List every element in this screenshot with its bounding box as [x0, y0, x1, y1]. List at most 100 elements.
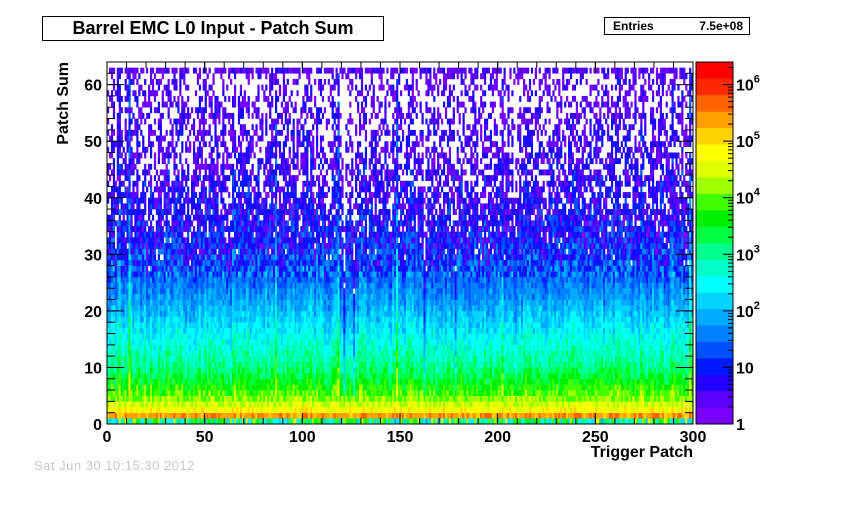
heatmap-cell-run — [230, 282, 233, 289]
heatmap-cell-run — [327, 310, 330, 323]
heatmap-cell-run — [159, 350, 162, 357]
heatmap-cell-run — [206, 322, 209, 329]
heatmap-cell-run — [333, 78, 336, 85]
heatmap-cell-run — [255, 395, 258, 402]
heatmap-cell-run — [224, 95, 227, 102]
heatmap-cell-run — [144, 407, 147, 413]
heatmap-cell-run — [187, 310, 190, 317]
heatmap-cell-run — [167, 78, 170, 91]
heatmap-cell-run — [179, 299, 182, 312]
heatmap-cell-run — [189, 141, 192, 148]
heatmap-cell-run — [218, 299, 221, 323]
heatmap-cell-run — [187, 118, 190, 125]
heatmap-cell-run — [317, 220, 321, 227]
heatmap-cell-run — [136, 407, 139, 413]
heatmap-cell-run — [276, 333, 280, 340]
heatmap-cell-run — [276, 95, 280, 102]
heatmap-cell-run — [298, 197, 301, 204]
heatmap-cell-run — [142, 322, 145, 329]
heatmap-cell-run — [247, 344, 250, 351]
heatmap-cell-run — [362, 327, 366, 334]
heatmap-cell-run — [335, 226, 338, 232]
heatmap-cell-run — [333, 84, 336, 91]
heatmap-cell-run — [220, 192, 223, 198]
heatmap-cell-run — [157, 78, 160, 85]
heatmap-cell-run — [333, 214, 336, 221]
heatmap-cell-run — [149, 373, 153, 379]
heatmap-cell-run — [208, 84, 211, 91]
heatmap-cell-run — [128, 276, 131, 283]
heatmap-cell-run — [314, 180, 317, 187]
heatmap-cell-run — [290, 322, 293, 334]
heatmap-cell-run — [362, 271, 366, 278]
heatmap-cell-run — [233, 180, 237, 193]
heatmap-cell-run — [167, 259, 170, 266]
heatmap-cell-run — [220, 214, 223, 221]
heatmap-cell-run — [198, 101, 202, 114]
heatmap-cell-run — [181, 333, 184, 340]
heatmap-cell-run — [331, 401, 334, 408]
heatmap-cell-run — [235, 259, 239, 266]
heatmap-cell-run — [282, 259, 285, 266]
heatmap-cell-run — [163, 310, 166, 317]
heatmap-cell-run — [212, 118, 215, 125]
heatmap-cell-run — [282, 73, 285, 80]
heatmap-cell-run — [329, 293, 332, 312]
heatmap-cell-run — [202, 367, 205, 374]
heatmap-cell-run — [294, 265, 297, 272]
heatmap-cell-run — [358, 276, 362, 283]
heatmap-cell-run — [130, 163, 133, 170]
heatmap-cell-run — [222, 259, 225, 272]
heatmap-cell-run — [198, 293, 202, 300]
heatmap-cell-run — [232, 226, 235, 232]
heatmap-cell-run — [128, 418, 131, 425]
heatmap-cell-run — [146, 237, 149, 244]
heatmap-cell-run — [161, 361, 164, 374]
heatmap-cell-run — [247, 146, 250, 153]
heatmap-cell-run — [331, 248, 334, 255]
heatmap-cell-run — [339, 299, 342, 317]
heatmap-cell-run — [239, 418, 243, 425]
heatmap-cell-run — [329, 163, 332, 170]
heatmap-cell-run — [319, 288, 323, 295]
heatmap-cell-run — [108, 226, 112, 232]
heatmap-cell-run — [271, 124, 274, 142]
heatmap-cell-run — [148, 124, 151, 131]
heatmap-cell-run — [185, 373, 188, 379]
heatmap-cell-run — [202, 84, 205, 91]
heatmap-cell-run — [274, 305, 278, 323]
heatmap-cell-run — [288, 384, 291, 396]
heatmap-cell-run — [269, 305, 272, 312]
heatmap-cell-run — [308, 373, 311, 385]
heatmap-cell-run — [108, 95, 112, 102]
heatmap-cell-run — [151, 395, 155, 402]
heatmap-cell-run — [185, 276, 188, 300]
heatmap-cell-run — [210, 243, 213, 249]
heatmap-cell-run — [112, 305, 116, 312]
heatmap-cell-run — [132, 259, 135, 266]
heatmap-cell-run — [107, 248, 110, 255]
heatmap-cell-run — [319, 214, 323, 221]
heatmap-cell-run — [296, 197, 299, 204]
heatmap-cell-run — [325, 356, 328, 374]
heatmap-cell-run — [226, 350, 229, 368]
heatmap-cell-run — [343, 305, 346, 317]
heatmap-cell-run — [343, 407, 346, 413]
heatmap-cell-run — [263, 401, 266, 408]
heatmap-cell-run — [208, 412, 211, 419]
heatmap-cell-run — [167, 231, 170, 238]
heatmap-cell-run — [335, 248, 338, 255]
heatmap-cell-run — [296, 231, 299, 238]
heatmap-cell-run — [187, 282, 190, 289]
heatmap-cell-run — [167, 367, 170, 374]
heatmap-cell-run — [271, 220, 274, 227]
heatmap-cell-run — [347, 407, 350, 413]
heatmap-cell-run — [288, 271, 291, 278]
heatmap-cell-run — [157, 101, 160, 108]
heatmap-cell-run — [173, 395, 176, 408]
heatmap-cell-run — [126, 107, 129, 114]
heatmap-cell-run — [280, 152, 284, 170]
heatmap-cell-run — [308, 316, 311, 323]
heatmap-cell-run — [220, 163, 223, 170]
heatmap-cell-run — [249, 395, 252, 408]
